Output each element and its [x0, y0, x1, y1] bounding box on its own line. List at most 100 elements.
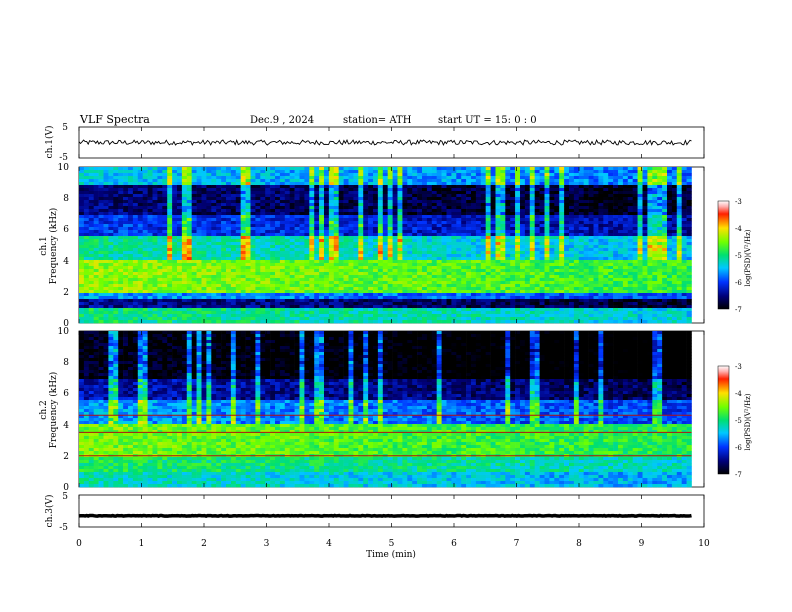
- spectrogram-cell: [123, 185, 129, 189]
- spectrogram-cell: [348, 233, 354, 237]
- spectrogram-cell: [147, 290, 153, 294]
- spectrogram-cell: [515, 227, 521, 231]
- spectrogram-cell: [451, 263, 457, 267]
- spectrogram-cell: [402, 212, 408, 216]
- spectrogram-cell: [426, 173, 433, 177]
- spectrogram-cell: [480, 257, 486, 261]
- spectrogram-cell: [387, 272, 393, 276]
- spectrogram-cell: [240, 206, 246, 210]
- spectrogram-cell: [524, 224, 531, 228]
- spectrogram-cell: [368, 281, 374, 285]
- spectrogram-cell: [83, 179, 90, 183]
- spectrogram-cell: [270, 248, 276, 252]
- spectrogram-cell: [294, 293, 300, 297]
- spectrogram-cell: [304, 203, 310, 207]
- spectrogram-cell: [235, 281, 241, 285]
- spectrogram-cell: [343, 317, 349, 321]
- spectrogram-cell: [93, 278, 99, 282]
- spectrogram-cell: [260, 194, 266, 198]
- spectrogram-cell: [539, 179, 545, 183]
- spectrogram-cell: [221, 266, 227, 270]
- spectrogram-cell: [88, 260, 94, 264]
- spectrogram-cell: [250, 176, 256, 180]
- spectrogram-cell: [353, 302, 359, 306]
- spectrogram-cell: [515, 224, 521, 228]
- spectrogram-cell: [137, 263, 143, 267]
- spectrogram-cell: [412, 278, 418, 282]
- spectrogram-cell: [382, 287, 388, 291]
- spectrogram-cell: [235, 218, 241, 222]
- spectrogram-cell: [152, 170, 158, 174]
- spectrogram-cell: [534, 200, 540, 204]
- spectrogram-cell: [226, 230, 232, 234]
- spectrogram-cell: [211, 242, 217, 246]
- spectrogram-cell: [466, 239, 472, 243]
- spectrogram-cell: [103, 263, 109, 267]
- spectrogram-cell: [294, 272, 300, 276]
- spectrogram-cell: [172, 182, 178, 186]
- spectrogram-cell: [299, 167, 305, 171]
- spectrogram-cell: [480, 293, 486, 297]
- spectrogram-cell: [495, 239, 501, 243]
- spectrogram-cell: [147, 194, 153, 198]
- spectrogram-cell: [206, 218, 212, 222]
- spectrogram-cell: [524, 317, 531, 321]
- spectrogram-cell: [167, 176, 173, 180]
- spectrogram-cell: [485, 230, 491, 234]
- spectrogram-cell: [387, 257, 393, 261]
- spectrogram-cell: [387, 203, 393, 207]
- spectrogram-cell: [471, 188, 477, 192]
- spectrogram-cell: [524, 167, 531, 171]
- spectrogram-cell: [221, 215, 227, 219]
- spectrogram-cell: [373, 302, 379, 306]
- spectrogram-cell: [147, 320, 153, 324]
- spectrogram-cell: [426, 257, 433, 261]
- spectrogram-cell: [382, 173, 388, 177]
- spectrogram-cell: [544, 236, 550, 240]
- spectrogram-cell: [324, 182, 330, 186]
- spectrogram-cell: [299, 317, 305, 321]
- spectrogram-cell: [206, 272, 212, 276]
- spectrogram-cell: [397, 245, 403, 249]
- spectrogram-cell: [417, 227, 423, 231]
- spectrogram-cell: [480, 296, 486, 300]
- spectrogram-cell: [328, 236, 335, 240]
- spectrogram-cell: [304, 212, 310, 216]
- spectrogram-cell: [319, 221, 325, 225]
- spectrogram-cell: [191, 206, 197, 210]
- spectrogram-cell: [377, 299, 384, 303]
- spectrogram-cell: [211, 278, 217, 282]
- spectrogram-cell: [128, 218, 134, 222]
- spectrogram-cell: [397, 305, 403, 309]
- spectrogram-cell: [299, 305, 305, 309]
- spectrogram-cell: [221, 269, 227, 273]
- spectrogram-cell: [270, 305, 276, 309]
- spectrogram-cell: [177, 278, 183, 282]
- spectrogram-cell: [407, 224, 413, 228]
- spectrogram-cell: [79, 281, 85, 285]
- spectrogram-cell: [270, 269, 276, 273]
- spectrogram-cell: [466, 227, 472, 231]
- spectrogram-cell: [284, 221, 290, 225]
- spectrogram-cell: [255, 182, 261, 186]
- spectrogram-cell: [422, 197, 428, 201]
- spectrogram-cell: [132, 173, 139, 177]
- spectrogram-cell: [191, 227, 197, 231]
- spectrogram-cell: [167, 218, 173, 222]
- spectrogram-cell: [451, 281, 457, 285]
- spectrogram-cell: [299, 230, 305, 234]
- spectrogram-cell: [147, 167, 153, 171]
- spectrogram-cell: [157, 302, 163, 306]
- spectrogram-cell: [265, 182, 271, 186]
- spectrogram-cell: [353, 209, 359, 213]
- spectrogram-cell: [529, 308, 535, 312]
- spectrogram-cell: [485, 299, 491, 303]
- spectrogram-cell: [475, 284, 482, 288]
- spectrogram-cell: [480, 215, 486, 219]
- spectrogram-cell: [397, 212, 403, 216]
- spectrogram-cell: [505, 176, 511, 180]
- spectrogram-cell: [162, 200, 168, 204]
- spectrogram-cell: [529, 227, 535, 231]
- spectrogram-cell: [328, 185, 335, 189]
- spectrogram-cell: [407, 221, 413, 225]
